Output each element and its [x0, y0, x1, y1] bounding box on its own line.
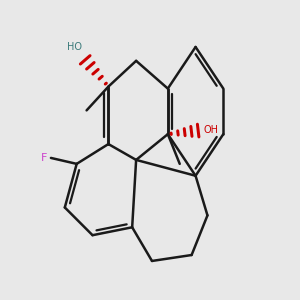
Text: HO: HO	[67, 42, 82, 52]
Text: F: F	[40, 153, 47, 163]
Text: OH: OH	[203, 125, 218, 135]
